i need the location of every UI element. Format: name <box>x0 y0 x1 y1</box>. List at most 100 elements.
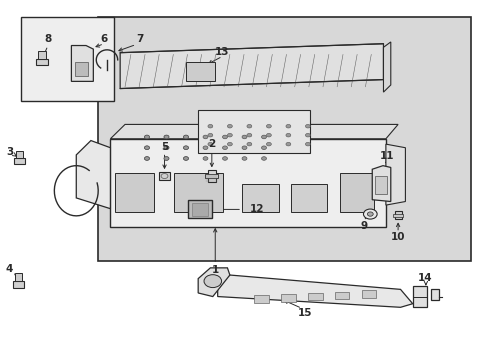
Circle shape <box>183 157 188 160</box>
Circle shape <box>266 134 271 137</box>
Circle shape <box>305 142 310 146</box>
Polygon shape <box>217 275 412 307</box>
Bar <box>75 62 88 76</box>
Polygon shape <box>198 268 229 297</box>
Text: 14: 14 <box>417 273 431 283</box>
Text: 15: 15 <box>298 309 312 318</box>
Circle shape <box>144 157 149 160</box>
Circle shape <box>261 135 266 139</box>
Circle shape <box>285 142 290 146</box>
Circle shape <box>163 146 168 149</box>
Circle shape <box>144 135 149 139</box>
Polygon shape <box>430 289 438 300</box>
Bar <box>307 293 322 301</box>
Circle shape <box>246 125 251 128</box>
Bar <box>290 184 327 212</box>
Bar <box>394 211 401 220</box>
Text: 3: 3 <box>6 147 13 157</box>
Circle shape <box>227 142 232 146</box>
Circle shape <box>163 146 168 149</box>
Circle shape <box>222 157 227 160</box>
Bar <box>13 281 23 288</box>
Circle shape <box>305 134 310 137</box>
Circle shape <box>246 142 251 146</box>
Text: 6: 6 <box>100 35 107 44</box>
Circle shape <box>144 135 149 139</box>
Bar <box>110 139 385 226</box>
Circle shape <box>227 125 232 128</box>
Text: 12: 12 <box>249 204 264 215</box>
Circle shape <box>163 157 168 160</box>
Bar <box>374 176 386 194</box>
Bar <box>392 214 403 217</box>
Circle shape <box>261 146 266 149</box>
Circle shape <box>207 134 212 137</box>
Bar <box>254 295 268 303</box>
Bar <box>339 173 373 212</box>
Circle shape <box>242 135 246 139</box>
Bar <box>205 174 218 178</box>
Circle shape <box>203 157 207 160</box>
Circle shape <box>266 125 271 128</box>
Text: 2: 2 <box>208 139 215 149</box>
Circle shape <box>246 134 251 137</box>
Bar <box>361 291 375 298</box>
Bar <box>36 59 47 65</box>
Circle shape <box>183 157 188 160</box>
Text: 11: 11 <box>379 150 394 161</box>
Circle shape <box>222 146 227 149</box>
Polygon shape <box>110 125 397 139</box>
Bar <box>98 17 470 261</box>
Bar <box>281 294 295 302</box>
Circle shape <box>227 134 232 137</box>
Bar <box>242 184 278 212</box>
Circle shape <box>266 142 271 146</box>
Bar <box>188 201 211 218</box>
Bar <box>38 51 45 59</box>
Circle shape <box>144 157 149 160</box>
Circle shape <box>366 212 372 216</box>
Circle shape <box>163 135 168 139</box>
Bar <box>16 151 23 158</box>
Polygon shape <box>71 45 93 81</box>
Text: 10: 10 <box>390 232 405 242</box>
Bar <box>21 17 114 101</box>
Circle shape <box>242 157 246 160</box>
Text: 5: 5 <box>161 142 168 152</box>
Circle shape <box>183 146 188 149</box>
Polygon shape <box>383 42 390 92</box>
Text: 9: 9 <box>360 221 367 230</box>
Circle shape <box>203 275 221 288</box>
Circle shape <box>144 146 149 149</box>
Polygon shape <box>385 144 405 205</box>
Bar <box>334 292 348 300</box>
Text: 4: 4 <box>6 264 13 274</box>
Circle shape <box>222 135 227 139</box>
Bar <box>173 173 222 212</box>
Circle shape <box>261 157 266 160</box>
Text: 13: 13 <box>215 46 229 57</box>
Bar <box>15 273 21 281</box>
Circle shape <box>285 134 290 137</box>
Circle shape <box>285 125 290 128</box>
Text: 8: 8 <box>44 35 52 44</box>
Polygon shape <box>76 140 110 209</box>
Circle shape <box>203 135 207 139</box>
Circle shape <box>207 125 212 128</box>
Circle shape <box>203 146 207 149</box>
Bar <box>207 170 215 182</box>
Circle shape <box>242 146 246 149</box>
Circle shape <box>163 135 168 139</box>
Circle shape <box>183 135 188 139</box>
Bar <box>191 203 208 216</box>
Bar <box>159 172 169 180</box>
Bar <box>115 173 154 212</box>
Circle shape <box>183 146 188 149</box>
Polygon shape <box>120 44 383 89</box>
Bar <box>14 158 25 164</box>
Bar <box>185 62 215 81</box>
Polygon shape <box>412 286 427 307</box>
Circle shape <box>163 157 168 160</box>
Text: 7: 7 <box>136 35 143 44</box>
Circle shape <box>207 142 212 146</box>
